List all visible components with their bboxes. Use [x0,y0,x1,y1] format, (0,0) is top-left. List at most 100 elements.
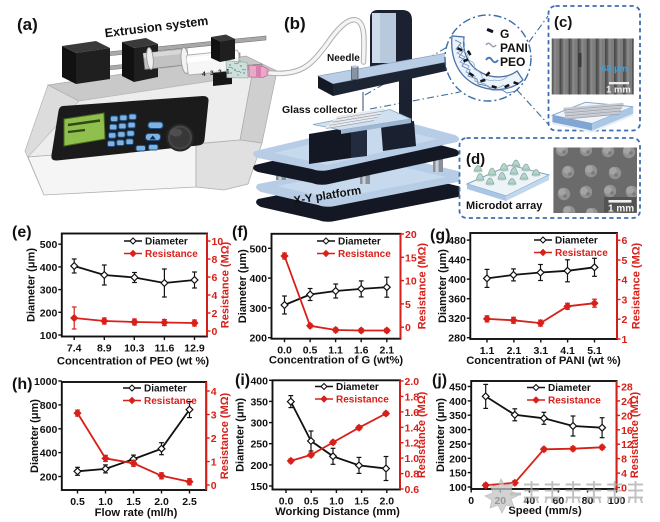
svg-text:1.2: 1.2 [405,438,420,450]
svg-text:Flow rate (ml/h): Flow rate (ml/h) [95,507,178,519]
svg-text:200: 200 [449,453,467,465]
svg-text:Concentration of PANI (wt %): Concentration of PANI (wt %) [466,355,621,367]
svg-text:480: 480 [448,235,466,247]
svg-text:Resistance: Resistance [145,249,198,260]
svg-text:400: 400 [250,375,268,387]
svg-text:320: 320 [448,313,466,325]
svg-text:500: 500 [40,239,58,251]
svg-text:12: 12 [621,439,633,451]
svg-text:1.8: 1.8 [405,391,420,403]
svg-text:450: 450 [449,382,467,394]
svg-text:2.0: 2.0 [379,496,394,508]
svg-text:Working Distance (mm): Working Distance (mm) [275,506,400,518]
svg-text:4: 4 [212,290,218,302]
svg-text:8.9: 8.9 [97,343,112,355]
svg-text:150: 150 [250,481,268,493]
svg-text:11.6: 11.6 [154,343,174,355]
svg-text:(c): (c) [554,14,572,31]
svg-text:250: 250 [250,439,268,451]
svg-text:(g): (g) [430,227,450,244]
svg-text:200: 200 [40,472,58,484]
svg-text:Diameter: Diameter [338,237,381,248]
svg-text:2: 2 [218,69,222,76]
svg-text:Microdot array: Microdot array [466,200,543,212]
svg-text:100: 100 [449,482,467,494]
svg-text:Diameter: Diameter [548,383,591,394]
svg-text:PANI: PANI [500,41,528,55]
svg-text:2: 2 [622,314,628,326]
svg-text:280: 280 [448,333,466,345]
svg-text:40: 40 [524,495,536,507]
svg-text:300: 300 [449,425,467,437]
svg-text:150: 150 [449,468,467,480]
svg-text:2.1: 2.1 [507,345,522,357]
svg-text:G: G [500,27,509,41]
svg-text:12.9: 12.9 [184,343,205,355]
svg-text:Resistance (MΩ): Resistance (MΩ) [417,243,429,330]
svg-text:4: 4 [211,386,217,398]
svg-text:3: 3 [211,410,217,422]
svg-text:5: 5 [622,255,628,267]
svg-text:0.5: 0.5 [70,496,85,508]
svg-text:1.1: 1.1 [480,345,495,357]
svg-text:350: 350 [449,410,467,422]
svg-text:Diameter: Diameter [144,384,187,395]
svg-text:15: 15 [405,252,417,264]
svg-text:4.1: 4.1 [560,345,575,357]
svg-text:400: 400 [249,273,267,285]
svg-text:200: 200 [250,460,268,472]
svg-text:Resistance (MΩ): Resistance (MΩ) [629,391,641,478]
svg-text:2: 2 [212,308,218,320]
svg-text:1.0: 1.0 [329,496,344,508]
svg-text:300: 300 [250,418,268,430]
svg-text:0: 0 [468,495,474,507]
svg-text:1.1: 1.1 [328,345,343,357]
svg-text:Needle: Needle [327,53,360,64]
svg-text:1.0: 1.0 [98,496,113,508]
svg-text:Diameter: Diameter [555,236,598,247]
svg-text:100: 100 [40,330,58,342]
svg-text:(b): (b) [284,14,306,33]
svg-text:0.5: 0.5 [304,496,319,508]
svg-text:4: 4 [621,468,627,480]
svg-text:1 mm: 1 mm [606,85,631,96]
svg-text:440: 440 [448,255,466,267]
svg-text:500: 500 [249,243,267,255]
svg-text:Diameter (μm): Diameter (μm) [29,399,41,473]
svg-text:0.0: 0.0 [277,345,292,357]
svg-text:(a): (a) [17,15,38,34]
svg-text:400: 400 [449,396,467,408]
svg-text:1.4: 1.4 [405,422,420,434]
svg-text:1: 1 [622,334,628,346]
svg-text:(j): (j) [432,372,447,389]
svg-text:0: 0 [212,326,218,338]
svg-text:0.0: 0.0 [279,496,294,508]
svg-text:300: 300 [40,285,58,297]
svg-text:2.5: 2.5 [182,496,197,508]
svg-text:Diameter: Diameter [336,382,379,393]
svg-text:Resistance: Resistance [144,396,197,407]
svg-text:Diameter (μm): Diameter (μm) [437,249,449,323]
svg-text:1.5: 1.5 [354,496,369,508]
svg-text:1.0: 1.0 [405,453,420,465]
svg-text:Resistance: Resistance [548,396,601,407]
svg-text:300: 300 [249,303,267,315]
svg-text:1 mm: 1 mm [608,204,634,215]
svg-text:200: 200 [249,333,267,345]
svg-text:3.1: 3.1 [533,345,548,357]
svg-text:Resistance (MΩ): Resistance (MΩ) [219,392,231,479]
svg-text:8: 8 [212,254,218,266]
svg-text:Resistance (MΩ): Resistance (MΩ) [416,391,428,478]
svg-text:1: 1 [211,457,217,469]
svg-text:68 μm: 68 μm [602,64,628,74]
svg-text:0: 0 [211,480,217,492]
svg-text:20: 20 [405,229,417,241]
svg-text:7.4: 7.4 [67,343,82,355]
svg-text:Speed (mm/s): Speed (mm/s) [508,505,582,517]
svg-text:(d): (d) [466,151,485,168]
svg-text:Concentration of PEO (wt %): Concentration of PEO (wt %) [57,356,210,368]
svg-text:0.5: 0.5 [303,345,318,357]
svg-text:1000: 1000 [34,376,58,388]
svg-text:Diameter (μm): Diameter (μm) [235,398,247,472]
svg-text:Resistance: Resistance [555,248,608,259]
